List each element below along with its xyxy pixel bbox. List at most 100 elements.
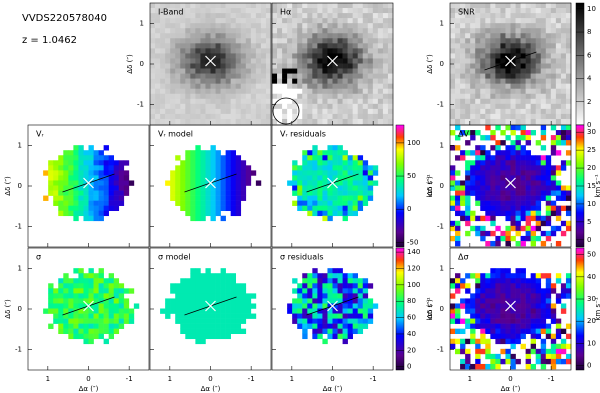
map-pixel xyxy=(561,283,566,288)
map-pixel xyxy=(500,23,505,28)
map-pixel xyxy=(231,33,236,38)
map-pixel xyxy=(109,186,114,191)
map-pixel xyxy=(450,53,455,58)
map-pixel xyxy=(475,344,480,349)
map-pixel xyxy=(89,191,94,196)
map-pixel xyxy=(251,3,256,8)
map-pixel xyxy=(58,206,63,211)
map-pixel xyxy=(317,28,322,33)
map-pixel xyxy=(297,314,302,319)
map-pixel xyxy=(500,79,505,84)
map-pixel xyxy=(63,180,68,185)
map-pixel xyxy=(373,69,378,74)
map-pixel xyxy=(114,319,119,324)
map-pixel xyxy=(124,186,129,191)
map-pixel xyxy=(185,324,190,329)
map-pixel xyxy=(302,84,307,89)
map-pixel xyxy=(490,191,495,196)
map-pixel xyxy=(490,130,495,135)
map-pixel xyxy=(516,3,521,8)
map-pixel xyxy=(546,53,551,58)
map-pixel xyxy=(160,43,165,48)
map-pixel xyxy=(383,94,388,99)
map-pixel xyxy=(546,349,551,354)
map-pixel xyxy=(566,74,571,79)
map-pixel xyxy=(485,104,490,109)
map-pixel xyxy=(388,79,393,84)
map-pixel xyxy=(343,109,348,114)
map-pixel xyxy=(526,94,531,99)
map-pixel xyxy=(150,94,155,99)
map-pixel xyxy=(195,339,200,344)
map-pixel xyxy=(566,58,571,63)
map-pixel xyxy=(521,283,526,288)
map-pixel xyxy=(94,211,99,216)
map-pixel xyxy=(556,226,561,231)
map-pixel xyxy=(343,186,348,191)
map-pixel xyxy=(317,273,322,278)
map-pixel xyxy=(99,273,104,278)
map-pixel xyxy=(475,364,480,369)
map-pixel xyxy=(73,145,78,150)
map-pixel xyxy=(68,150,73,155)
map-pixel xyxy=(63,211,68,216)
map-pixel xyxy=(480,160,485,165)
map-pixel xyxy=(307,324,312,329)
map-pixel xyxy=(89,329,94,334)
map-pixel xyxy=(287,58,292,63)
map-pixel xyxy=(450,114,455,119)
map-pixel xyxy=(490,160,495,165)
map-pixel xyxy=(521,89,526,94)
map-pixel xyxy=(338,13,343,18)
map-pixel xyxy=(287,69,292,74)
map-pixel xyxy=(566,48,571,53)
map-pixel xyxy=(450,329,455,334)
map-pixel xyxy=(175,175,180,180)
map-pixel xyxy=(541,359,546,364)
map-pixel xyxy=(475,283,480,288)
map-pixel xyxy=(556,241,561,246)
map-pixel xyxy=(368,319,373,324)
map-pixel xyxy=(175,53,180,58)
map-pixel xyxy=(241,119,246,124)
map-pixel xyxy=(511,130,516,135)
map-pixel xyxy=(287,23,292,28)
map-pixel xyxy=(450,165,455,170)
map-pixel xyxy=(551,8,556,13)
map-pixel xyxy=(490,58,495,63)
map-pixel xyxy=(327,309,332,314)
map-pixel xyxy=(505,241,510,246)
map-pixel xyxy=(333,99,338,104)
map-pixel xyxy=(521,324,526,329)
map-pixel xyxy=(190,104,195,109)
map-pixel xyxy=(358,165,363,170)
map-pixel xyxy=(450,99,455,104)
map-pixel xyxy=(521,196,526,201)
map-pixel xyxy=(205,329,210,334)
map-pixel xyxy=(566,206,571,211)
map-pixel xyxy=(373,84,378,89)
map-pixel xyxy=(465,303,470,308)
map-pixel xyxy=(505,84,510,89)
map-pixel xyxy=(200,319,205,324)
map-pixel xyxy=(185,79,190,84)
map-pixel xyxy=(368,283,373,288)
map-pixel xyxy=(216,28,221,33)
map-pixel xyxy=(363,53,368,58)
map-pixel xyxy=(475,38,480,43)
map-pixel xyxy=(541,79,546,84)
map-pixel xyxy=(150,109,155,114)
map-pixel xyxy=(516,278,521,283)
map-pixel xyxy=(297,28,302,33)
map-pixel xyxy=(327,314,332,319)
map-pixel xyxy=(566,226,571,231)
map-pixel xyxy=(277,94,282,99)
map-pixel xyxy=(526,74,531,79)
map-pixel xyxy=(317,3,322,8)
map-pixel xyxy=(200,79,205,84)
map-pixel xyxy=(327,160,332,165)
map-pixel xyxy=(261,13,266,18)
map-pixel xyxy=(353,13,358,18)
map-pixel xyxy=(180,28,185,33)
map-pixel xyxy=(216,334,221,339)
